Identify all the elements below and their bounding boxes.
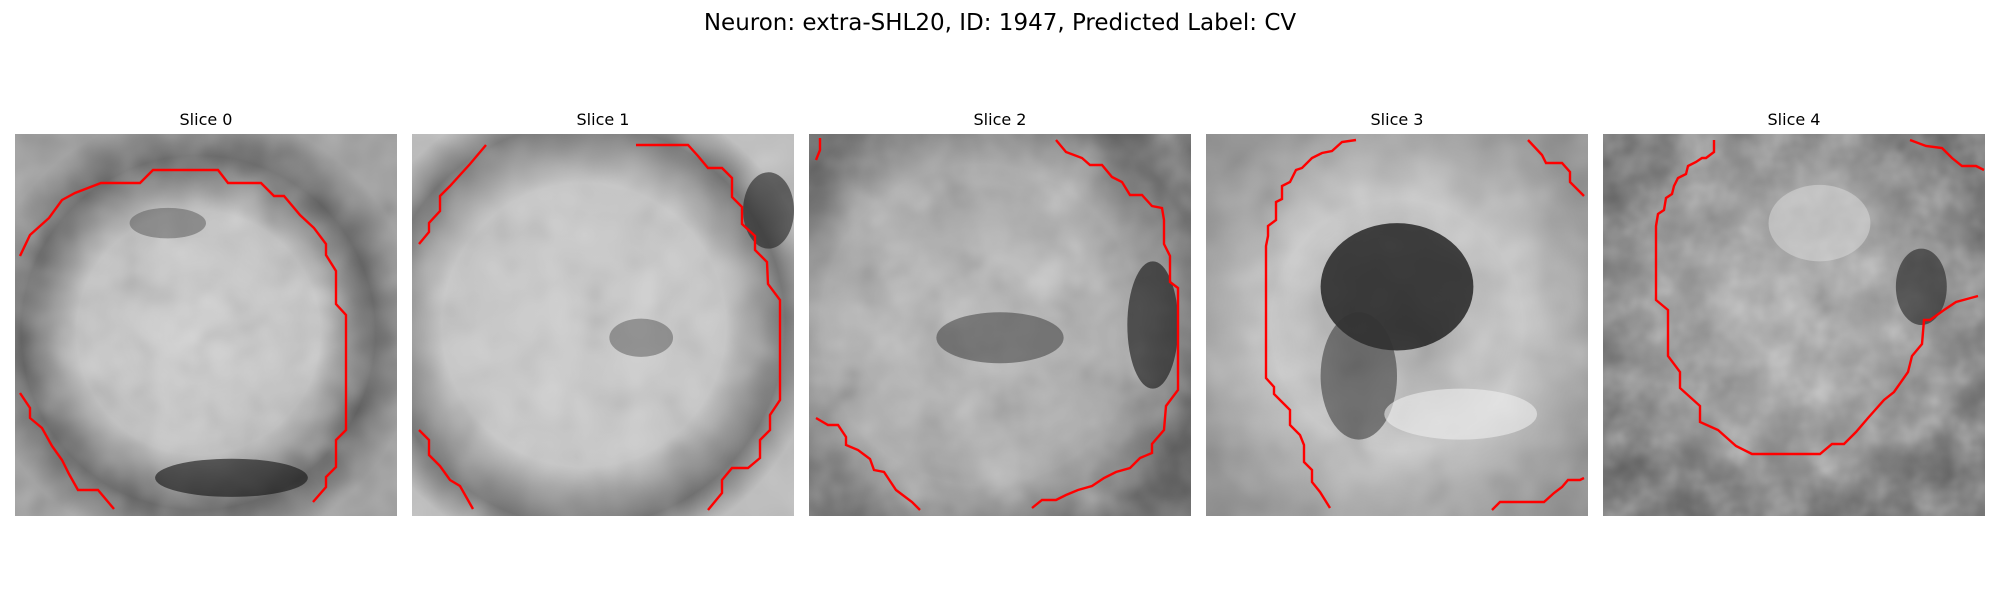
slice-image-4 [1603,134,1985,516]
slice-image-1 [412,134,794,516]
slice-image-3 [1206,134,1588,516]
slice-panel-3: Slice 3 [1206,110,1588,516]
slice-panel-1: Slice 1 [412,110,794,516]
slice-title-4: Slice 4 [1603,110,1985,130]
slice-title-3: Slice 3 [1206,110,1588,130]
slice-image-0 [15,134,397,516]
slice-title-0: Slice 0 [15,110,397,130]
slice-panel-4: Slice 4 [1603,110,1985,516]
figure-title: Neuron: extra-SHL20, ID: 1947, Predicted… [0,8,2000,38]
slice-panel-0: Slice 0 [15,110,397,516]
slice-panel-2: Slice 2 [809,110,1191,516]
slice-image-2 [809,134,1191,516]
slice-title-2: Slice 2 [809,110,1191,130]
slice-title-1: Slice 1 [412,110,794,130]
